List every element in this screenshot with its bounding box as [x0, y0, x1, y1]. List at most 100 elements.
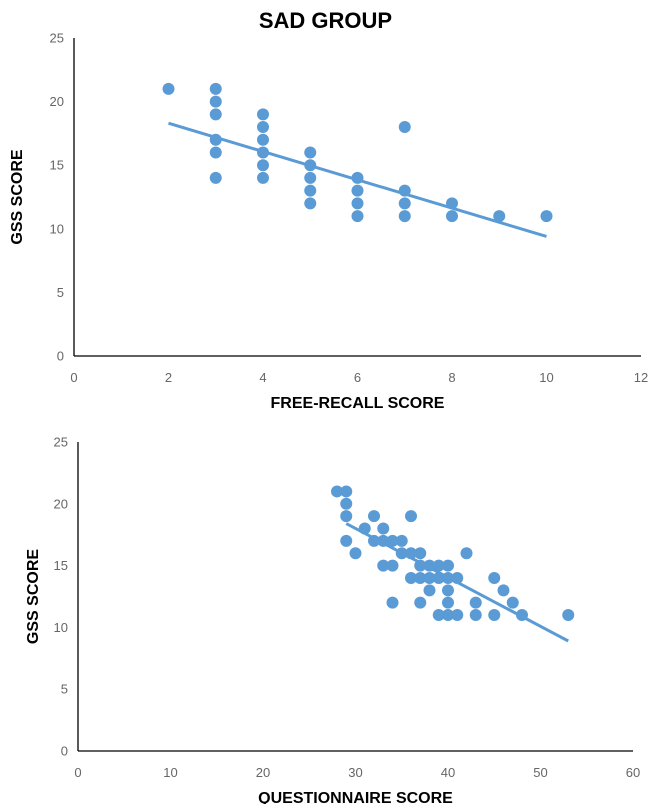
- free-recall-y-tick-label: 5: [57, 285, 64, 300]
- questionnaire-data-point: [386, 534, 399, 547]
- free-recall-y-tick-label: 10: [50, 221, 64, 236]
- questionnaire-data-point: [516, 609, 528, 622]
- questionnaire-data-point: [432, 571, 445, 584]
- questionnaire-data-point: [460, 547, 473, 560]
- questionnaire-data-point: [423, 571, 436, 584]
- free-recall-data-point: [209, 171, 222, 184]
- questionnaire-data-point: [368, 534, 380, 547]
- free-recall-data-point: [209, 95, 222, 108]
- questionnaire-data-point: [451, 571, 464, 584]
- questionnaire-data-point: [377, 534, 390, 547]
- free-recall-data-point: [304, 197, 317, 210]
- questionnaire-data-point: [423, 559, 436, 572]
- questionnaire-data-point: [368, 510, 380, 523]
- questionnaire-y-tick-label: 15: [54, 558, 68, 573]
- free-recall-x-tick-label: 12: [634, 370, 648, 385]
- questionnaire-x-tick-label: 30: [348, 765, 362, 780]
- questionnaire-data-point: [340, 485, 353, 498]
- questionnaire-data-point: [488, 609, 501, 622]
- free-recall-data-point: [540, 210, 553, 223]
- questionnaire-data-point: [488, 571, 501, 584]
- free-recall-data-point: [257, 146, 269, 159]
- free-recall-data-point: [304, 146, 317, 159]
- free-recall-x-tick-label: 6: [354, 370, 361, 385]
- free-recall-y-axis-label: GSS SCORE: [9, 149, 26, 244]
- questionnaire-data-point: [395, 547, 408, 560]
- questionnaire-data-point: [377, 522, 390, 535]
- free-recall-data-point: [209, 146, 222, 159]
- scatter-chart-free-recall: 0 5 10 15 20 25 0 2 4 6 8 10 12 FREE-RECALL SCORE GSS …: [9, 31, 648, 413]
- free-recall-data-point: [257, 108, 269, 121]
- questionnaire-data-point: [358, 522, 371, 535]
- questionnaire-data-point: [442, 596, 454, 609]
- questionnaire-x-tick-label: 50: [533, 765, 547, 780]
- questionnaire-data-point: [377, 559, 390, 572]
- questionnaire-data-point: [386, 559, 399, 572]
- chart-title: SAD GROUP: [258, 8, 393, 33]
- questionnaire-y-tick-label: 5: [61, 682, 68, 697]
- questionnaire-x-tick-label: 20: [256, 765, 270, 780]
- free-recall-y-tick-label: 0: [57, 349, 64, 364]
- free-recall-x-tick-label: 8: [448, 370, 455, 385]
- free-recall-data-point: [209, 108, 222, 121]
- free-recall-data-point: [257, 133, 269, 146]
- free-recall-data-point: [398, 197, 411, 210]
- free-recall-x-tick-label: 4: [259, 370, 266, 385]
- questionnaire-data-point: [405, 547, 417, 560]
- free-recall-x-tick-label: 10: [539, 370, 553, 385]
- questionnaire-data-point: [340, 497, 353, 510]
- questionnaire-data-point: [469, 609, 482, 622]
- questionnaire-data-point: [395, 534, 408, 547]
- free-recall-y-tick-label: 25: [50, 31, 64, 46]
- questionnaire-data-point: [432, 609, 445, 622]
- free-recall-data-point: [398, 121, 411, 134]
- free-recall-x-axis-label: FREE-RECALL SCORE: [271, 395, 445, 412]
- questionnaire-data-point: [562, 609, 575, 622]
- questionnaire-data-point: [442, 571, 454, 584]
- questionnaire-data-point: [442, 584, 454, 597]
- questionnaire-y-axis-label: GSS SCORE: [25, 549, 42, 644]
- free-recall-data-point: [209, 133, 222, 146]
- free-recall-data-point: [257, 171, 269, 184]
- free-recall-data-point: [398, 210, 411, 223]
- questionnaire-data-point: [405, 510, 417, 523]
- free-recall-data-point: [162, 82, 175, 95]
- questionnaire-data-point: [451, 609, 464, 622]
- questionnaire-data-point: [497, 584, 510, 597]
- free-recall-data-point: [304, 159, 317, 172]
- free-recall-data-point: [351, 184, 364, 197]
- free-recall-x-tick-label: 2: [165, 370, 172, 385]
- questionnaire-data-point: [423, 584, 436, 597]
- free-recall-data-point: [351, 210, 364, 223]
- questionnaire-data-point: [414, 596, 427, 609]
- questionnaire-x-axis-label: QUESTIONNAIRE SCORE: [258, 790, 453, 804]
- questionnaire-x-tick-label: 10: [163, 765, 177, 780]
- questionnaire-data-point: [442, 609, 454, 622]
- questionnaire-x-tick-label: 0: [74, 765, 81, 780]
- free-recall-y-tick-label: 20: [50, 94, 64, 109]
- questionnaire-y-tick-label: 0: [61, 744, 68, 759]
- questionnaire-data-point: [405, 571, 417, 584]
- questionnaire-y-tick-label: 10: [54, 620, 68, 635]
- free-recall-data-point: [493, 210, 506, 223]
- free-recall-data-point: [304, 184, 317, 197]
- free-recall-data-point: [209, 82, 222, 95]
- questionnaire-y-tick-label: 25: [54, 435, 68, 450]
- free-recall-y-tick-label: 15: [50, 158, 64, 173]
- questionnaire-data-point: [340, 534, 353, 547]
- questionnaire-x-tick-label: 40: [441, 765, 455, 780]
- free-recall-data-point: [398, 184, 411, 197]
- questionnaire-data-point: [414, 559, 427, 572]
- questionnaire-data-point: [469, 596, 482, 609]
- questionnaire-data-point: [414, 547, 427, 560]
- questionnaire-y-tick-label: 20: [54, 496, 68, 511]
- free-recall-data-point: [351, 171, 364, 184]
- scatter-chart-questionnaire: 0 5 10 15 20 25 0 10 20 30 40 50 60 QUESTIONNAIRE SCO…: [25, 435, 640, 804]
- questionnaire-data-point: [432, 559, 445, 572]
- questionnaire-x-tick-label: 60: [626, 765, 640, 780]
- free-recall-data-point: [257, 159, 269, 172]
- questionnaire-data-point: [386, 596, 399, 609]
- free-recall-data-point: [304, 171, 317, 184]
- questionnaire-data-point: [349, 547, 362, 560]
- questionnaire-data-point: [340, 510, 353, 523]
